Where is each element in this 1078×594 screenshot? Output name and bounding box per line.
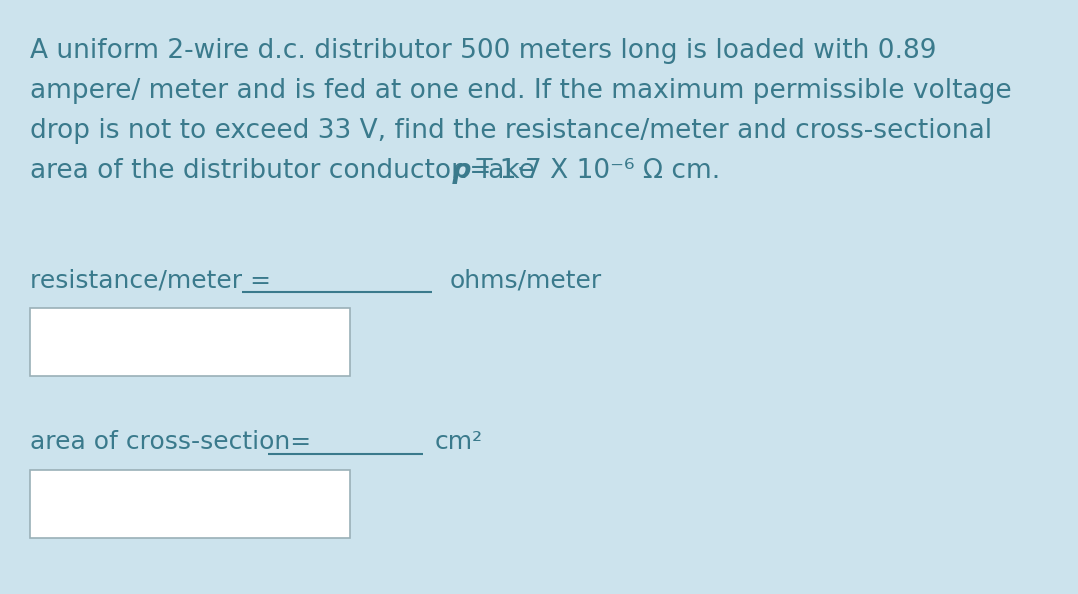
Text: A uniform 2-wire d.c. distributor 500 meters long is loaded with 0.89: A uniform 2-wire d.c. distributor 500 me… bbox=[30, 38, 937, 64]
Text: ohms/meter: ohms/meter bbox=[450, 268, 603, 292]
Text: drop is not to exceed 33 V, find the resistance/meter and cross-sectional: drop is not to exceed 33 V, find the res… bbox=[30, 118, 992, 144]
FancyBboxPatch shape bbox=[30, 308, 350, 376]
Text: ρ: ρ bbox=[452, 158, 471, 184]
Text: resistance/meter =: resistance/meter = bbox=[30, 268, 271, 292]
Text: cm²: cm² bbox=[436, 430, 483, 454]
Text: = 1·7 X 10⁻⁶ Ω cm.: = 1·7 X 10⁻⁶ Ω cm. bbox=[461, 158, 720, 184]
Text: area of the distributor conductor. Take: area of the distributor conductor. Take bbox=[30, 158, 543, 184]
Text: ampere/ meter and is fed at one end. If the maximum permissible voltage: ampere/ meter and is fed at one end. If … bbox=[30, 78, 1011, 104]
Text: area of cross-section=: area of cross-section= bbox=[30, 430, 312, 454]
FancyBboxPatch shape bbox=[30, 470, 350, 538]
